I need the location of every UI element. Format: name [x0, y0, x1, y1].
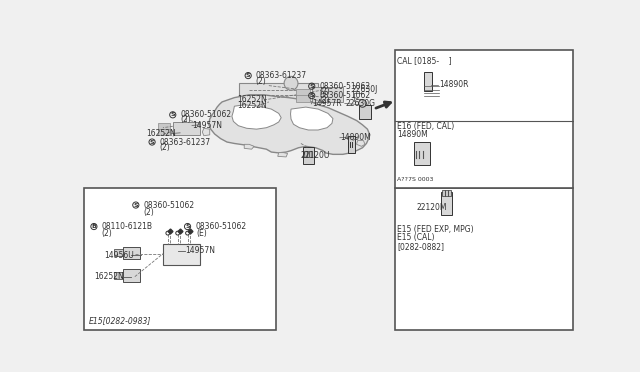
Bar	[312, 87, 343, 102]
Bar	[358, 105, 371, 119]
Text: (2): (2)	[180, 115, 191, 125]
Bar	[442, 190, 445, 196]
Text: (2): (2)	[319, 87, 330, 96]
Text: 22630G: 22630G	[345, 99, 375, 108]
Text: [0282-0882]: [0282-0882]	[397, 242, 444, 251]
Bar	[163, 244, 200, 265]
Polygon shape	[278, 153, 287, 157]
Text: (2): (2)	[143, 208, 154, 217]
Bar	[158, 129, 170, 135]
Text: S: S	[309, 84, 314, 89]
Bar	[445, 190, 449, 196]
Text: 08360-51062: 08360-51062	[143, 201, 195, 209]
Text: 22630J: 22630J	[351, 86, 378, 94]
Text: S: S	[150, 140, 154, 145]
Bar	[158, 124, 170, 129]
Polygon shape	[244, 144, 254, 149]
Text: 14957N: 14957N	[193, 121, 223, 130]
Polygon shape	[291, 107, 333, 130]
Bar	[84, 188, 276, 330]
Text: 08360-51062: 08360-51062	[319, 82, 371, 91]
Bar	[296, 89, 310, 97]
Text: 08363-61237: 08363-61237	[255, 71, 307, 80]
Bar	[303, 147, 314, 164]
Text: 08360-51062: 08360-51062	[319, 91, 371, 100]
Bar	[394, 50, 573, 188]
Polygon shape	[202, 128, 210, 136]
Circle shape	[358, 100, 366, 107]
Polygon shape	[232, 105, 281, 129]
Polygon shape	[356, 141, 365, 146]
Bar	[394, 188, 573, 330]
Text: E15 (FED EXP, MPG): E15 (FED EXP, MPG)	[397, 225, 474, 234]
Polygon shape	[209, 95, 370, 154]
Circle shape	[284, 76, 298, 90]
Bar	[239, 83, 318, 102]
Text: 22120U: 22120U	[301, 151, 330, 160]
Bar	[114, 248, 123, 256]
Text: 14890M: 14890M	[340, 133, 371, 142]
Text: 16252N: 16252N	[147, 129, 177, 138]
Text: 14957R: 14957R	[312, 99, 341, 108]
Bar	[424, 72, 432, 91]
Text: S: S	[309, 93, 314, 98]
Text: 16252N: 16252N	[237, 101, 267, 110]
Bar	[296, 95, 310, 102]
Bar	[173, 122, 200, 135]
Bar	[348, 136, 355, 153]
Text: 14957N: 14957N	[185, 246, 215, 255]
Text: 22120M: 22120M	[416, 203, 447, 212]
Text: 08110-6121B: 08110-6121B	[101, 222, 152, 231]
Text: 08360-51062: 08360-51062	[180, 110, 231, 119]
Bar	[124, 269, 140, 282]
Bar	[124, 247, 140, 259]
Bar	[414, 142, 429, 165]
Text: (2): (2)	[101, 229, 112, 238]
Bar	[305, 151, 307, 157]
Text: E15[0282-0983]: E15[0282-0983]	[89, 317, 152, 326]
Text: 14890M: 14890M	[397, 130, 428, 140]
Text: S: S	[170, 112, 175, 117]
Text: B: B	[92, 224, 97, 229]
Text: (2): (2)	[255, 77, 266, 86]
Bar	[309, 151, 312, 157]
Bar	[442, 192, 452, 215]
Text: (E): (E)	[196, 229, 207, 238]
Text: S: S	[246, 73, 250, 78]
Text: 08363-61237: 08363-61237	[159, 138, 211, 147]
Bar	[114, 272, 123, 279]
Text: E15 (CAL): E15 (CAL)	[397, 234, 435, 243]
Text: A??7S 0003: A??7S 0003	[397, 177, 433, 182]
Bar	[307, 151, 309, 157]
Text: S: S	[134, 202, 138, 208]
Text: (2): (2)	[319, 96, 330, 105]
Text: 16252N: 16252N	[237, 96, 267, 105]
Text: (2): (2)	[159, 143, 170, 152]
Text: CAL [0185-    ]: CAL [0185- ]	[397, 56, 452, 65]
Text: S: S	[185, 224, 190, 229]
Text: 16252N: 16252N	[94, 272, 124, 281]
Text: E16 (FED, CAL): E16 (FED, CAL)	[397, 122, 454, 131]
Bar	[448, 190, 451, 196]
Text: 08360-51062: 08360-51062	[196, 222, 247, 231]
Text: 14890R: 14890R	[439, 80, 468, 89]
Text: 14956U: 14956U	[104, 251, 134, 260]
